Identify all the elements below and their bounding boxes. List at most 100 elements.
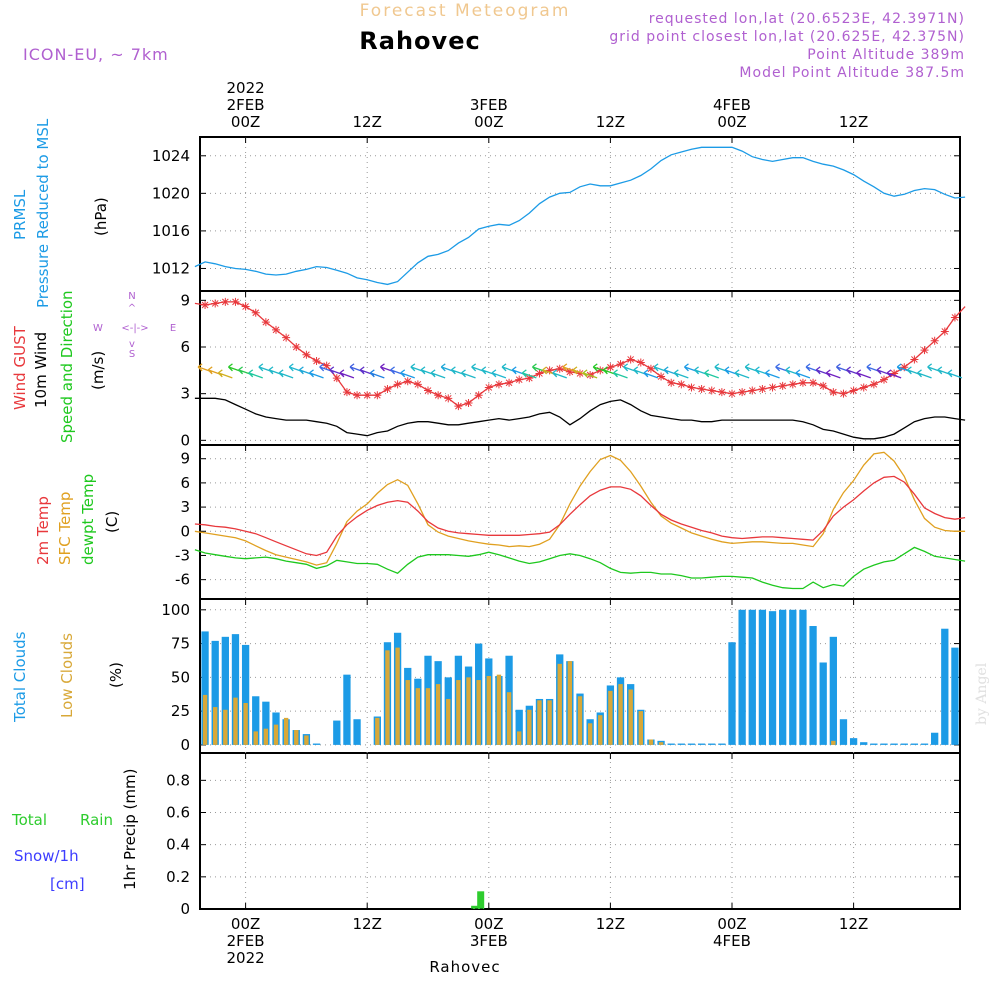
wind-gust-point — [565, 367, 574, 376]
pressure-label-prmsl: PRMSL — [11, 189, 29, 240]
top-time-label: 00Z — [231, 113, 260, 131]
wind-gust-point — [717, 388, 726, 397]
low-cloud-bar — [273, 724, 279, 745]
temp-ytick-label: 9 — [180, 450, 190, 468]
pressure-label-desc: Pressure Reduced to MSL — [34, 118, 52, 308]
compass-w: W — [93, 323, 103, 334]
wind-direction-arrow — [582, 369, 598, 379]
low-cloud-bar — [223, 709, 228, 745]
total-cloud-bar — [900, 743, 908, 745]
wind-gust-point — [353, 391, 362, 400]
compass-n: N — [128, 291, 135, 302]
wind-gust-point — [687, 383, 696, 392]
wind-gust-point — [707, 386, 716, 395]
temp-ytick-label: -3 — [175, 546, 190, 564]
wind-gust-point — [880, 375, 888, 384]
wind-gust-point — [342, 388, 351, 397]
low-cloud-bar — [476, 680, 481, 745]
wind-gust-point — [657, 372, 666, 381]
total-cloud-bar — [515, 709, 523, 745]
precip-bar — [471, 905, 479, 909]
pressure-ytick-label: 1020 — [152, 184, 190, 202]
pressure-ytick-label: 1012 — [152, 259, 190, 277]
precip-ytick-label: 0.2 — [166, 868, 190, 886]
wind-gust-point — [292, 343, 301, 351]
clouds-ytick-label: 75 — [171, 635, 190, 653]
clouds-ytick-label: 0 — [180, 736, 190, 754]
wind-gust-point — [505, 378, 514, 387]
clouds-ytick-label: 25 — [171, 702, 190, 720]
total-cloud-bar — [860, 742, 868, 745]
low-cloud-bar — [608, 690, 613, 745]
wind-direction-arrow — [400, 369, 415, 379]
footer-location: Rahovec — [429, 958, 500, 976]
requested-lonlat: requested lon,lat (20.6523E, 42.3971N) — [649, 11, 965, 27]
precip-ytick-label: 0.6 — [166, 804, 190, 822]
clouds-label-unit: (%) — [107, 662, 125, 688]
low-cloud-bar — [243, 703, 248, 745]
precip-label-rain: Rain — [80, 811, 113, 829]
low-cloud-bar — [446, 698, 451, 745]
wind-gust-point — [393, 380, 402, 389]
wind-gust-point — [697, 385, 706, 393]
total-cloud-bar — [829, 636, 837, 745]
location-title: Rahovec — [359, 27, 480, 55]
low-cloud-bar — [598, 715, 603, 745]
wind-direction-arrow — [886, 369, 902, 379]
bottom-time-label: 00Z — [231, 915, 260, 933]
total-cloud-bar — [231, 634, 240, 745]
compass-arrow-down: v — [129, 339, 135, 350]
wind-gust-point — [616, 360, 625, 369]
wind-gust-point — [809, 378, 818, 387]
total-cloud-bar — [353, 719, 361, 745]
low-cloud-bar — [456, 680, 461, 745]
low-cloud-bar — [587, 723, 593, 745]
low-cloud-bar — [385, 650, 390, 745]
low-cloud-bar — [435, 684, 441, 745]
wind-gust-point — [545, 366, 554, 375]
wind-direction-arrow — [217, 369, 233, 379]
total-cloud-bar — [748, 609, 756, 745]
data-layers — [194, 146, 966, 910]
bottom-time-label: 12Z — [353, 915, 382, 933]
wind-gust-point — [849, 386, 858, 395]
wind-gust-point — [515, 375, 524, 384]
wind-direction-arrow — [947, 369, 963, 379]
wind-gust-point — [434, 391, 443, 400]
wind-ytick-label: 9 — [180, 291, 190, 309]
wind-direction-arrow — [673, 369, 689, 379]
temp-ytick-label: 0 — [180, 522, 190, 540]
wind-gust-point — [201, 301, 210, 309]
low-cloud-bar — [517, 731, 522, 745]
bottom-time-label: 00Z — [474, 915, 503, 933]
total-cloud-bar — [333, 720, 341, 745]
low-cloud-bar — [496, 674, 502, 745]
wind-direction-arrow — [613, 369, 628, 379]
temp-ytick-label: -6 — [175, 571, 190, 589]
wind-gust-point — [667, 378, 676, 387]
wind-direction-arrow — [704, 369, 719, 379]
low-cloud-bar — [547, 700, 552, 745]
wind-direction-arrow — [430, 369, 446, 379]
wind-direction-arrow — [248, 369, 263, 379]
wind-gust-point — [819, 381, 828, 390]
total-cloud-bar — [809, 626, 817, 745]
low-cloud-bar — [202, 694, 208, 745]
wind-gust-point — [272, 325, 280, 334]
total-cloud-bar — [687, 743, 696, 745]
total-cloud-bar — [697, 743, 706, 745]
top-time-label: 12Z — [596, 113, 625, 131]
precip-label-snow: Snow/1h — [14, 847, 79, 865]
precip-label-cm: [cm] — [50, 875, 85, 893]
low-cloud-bar — [506, 692, 512, 745]
wind-gust-point — [728, 389, 736, 398]
top-time-label: 00Z — [474, 113, 503, 131]
wind-gust-point — [869, 380, 878, 389]
low-cloud-bar — [638, 711, 643, 745]
wind-gust-point — [576, 369, 584, 378]
total-cloud-bar — [312, 743, 321, 745]
grid — [200, 137, 960, 910]
wind-direction-arrow — [856, 369, 871, 379]
wind-gust-point — [950, 313, 959, 322]
low-cloud-bar — [557, 663, 562, 745]
